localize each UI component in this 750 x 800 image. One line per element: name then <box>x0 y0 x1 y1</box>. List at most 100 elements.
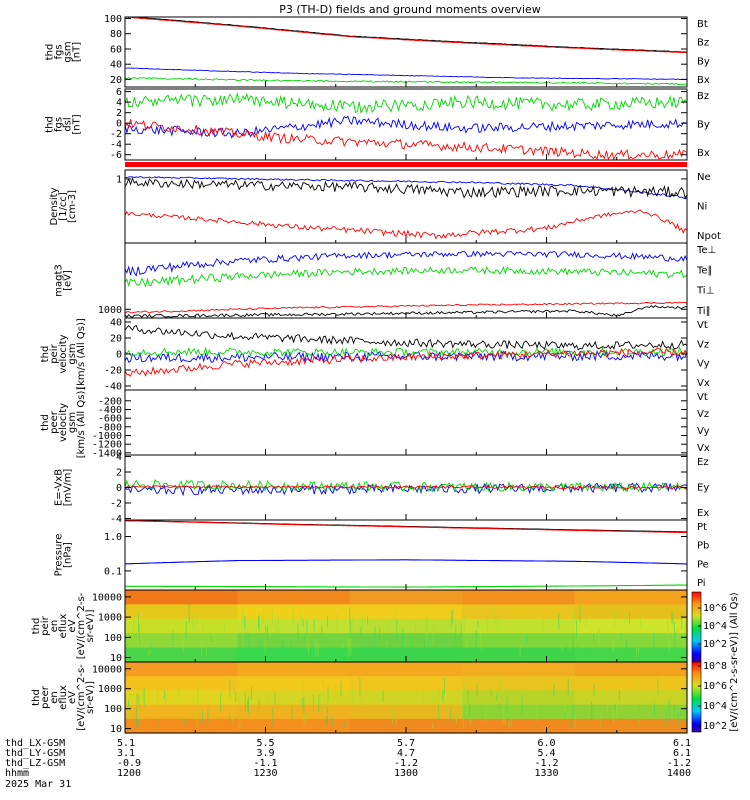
y-tick-label: 0 <box>116 483 122 494</box>
legend-pt: Pt <box>697 522 707 533</box>
heatmap-cell <box>125 718 238 734</box>
series-npot <box>124 176 688 200</box>
heatmap-cell <box>237 618 351 634</box>
data-gap-bar <box>125 162 687 167</box>
y-tick-label: 10000 <box>92 664 122 675</box>
y-tick-label: -40 <box>104 382 122 393</box>
series-te-perp-blue <box>124 250 688 277</box>
legend-te-: Te∥ <box>696 265 713 276</box>
y-axis-label: sr-eV)] <box>85 681 96 714</box>
panel-pressure: 1.0 0.1 Pressure[nPa] Pt Pb Pe Pi <box>54 519 709 591</box>
panel-frame <box>124 242 688 319</box>
legend-ex: Ex <box>697 508 709 519</box>
heatmap-cell <box>349 647 463 663</box>
series-ne <box>124 209 688 240</box>
y-axis-label: fgs <box>54 44 65 59</box>
y-tick-label: -4 <box>110 514 122 525</box>
series-by <box>124 92 688 114</box>
y-tick-label: 60 <box>110 45 122 56</box>
series-bx <box>124 115 688 139</box>
y-tick-label: 4 <box>116 98 122 109</box>
y-axis-label: E=-VxB <box>54 469 65 506</box>
legend-bz: Bz <box>697 91 709 102</box>
heatmap-cell <box>349 718 463 734</box>
panel-peer_velocity: -200-400-600-800-1000-1200-1400 thdpeerve… <box>40 387 710 460</box>
y-tick-label: 40 <box>110 60 122 71</box>
y-axis-label: peer <box>40 685 51 709</box>
y-axis-label: [eV] <box>63 270 74 291</box>
heatmap-cell <box>462 618 576 634</box>
colorbar-tick-label: 10^8 <box>703 661 727 672</box>
series-ex <box>124 482 688 497</box>
legend-pb: Pb <box>697 541 709 552</box>
colorbar-label: [eV/(cm^2-s-sr-eV)] (All Qs) <box>729 592 740 731</box>
legend-vy: Vy <box>697 359 710 370</box>
y-axis-label: sr-eV)] <box>85 609 96 642</box>
y-axis-label: eflux <box>58 685 69 710</box>
series-bx <box>124 67 688 81</box>
y-tick-label: -400 <box>98 405 122 416</box>
series-ni <box>124 177 688 199</box>
heatmap-cell <box>349 704 463 720</box>
colorbar-tick-label: 10^4 <box>703 701 727 712</box>
series-vt <box>124 324 688 351</box>
y-tick-label: 20 <box>110 334 122 345</box>
legend-vx: Vx <box>697 443 710 454</box>
ephemeris-value: 5.7 <box>397 738 415 749</box>
y-axis-label: fgs <box>54 117 65 132</box>
heatmap-cell <box>349 676 463 691</box>
ephemeris-value: -1.1 <box>253 758 277 769</box>
colorbar-tick-label: 10^2 <box>703 639 727 650</box>
panels: 10080604020thdfgsgsm[nT]BtBzByBx6420-2-4… <box>31 14 721 735</box>
ephemeris-value: 1400 <box>667 768 691 779</box>
y-tick-label: 2 <box>116 108 122 119</box>
series-bz <box>124 119 688 161</box>
legend-bx: Bx <box>697 75 710 86</box>
y-tick-label: 100 <box>104 633 122 644</box>
panel-frame <box>124 169 688 244</box>
y-tick-label: 10 <box>110 653 122 664</box>
heatmap-cell <box>125 590 238 605</box>
y-tick-label: 10 <box>110 724 122 735</box>
panel-density: 1 Density[1/cc][cm-3] Ne Ni Npot <box>49 169 721 244</box>
heatmap-cell <box>574 718 688 734</box>
colorbar-bottom <box>691 661 702 733</box>
legend-vt: Vt <box>697 392 708 403</box>
ephemeris-value: -0.9 <box>117 758 141 769</box>
y-tick-label: 4 <box>116 452 122 463</box>
y-tick-label: 100 <box>104 704 122 715</box>
heatmap-cell <box>237 718 351 734</box>
y-axis-label: [cm-3] <box>67 190 78 223</box>
heatmap-cell <box>237 590 351 605</box>
heatmap-cell <box>349 590 463 605</box>
heatmap-cell <box>349 690 463 706</box>
heatmap-cell <box>462 647 576 663</box>
date-label: 2025 Mar 31 <box>5 779 71 790</box>
y-axis-label: thd <box>45 44 56 61</box>
y-axis-label: [km/s (All Qs)] <box>76 318 87 390</box>
y-axis-label: Density <box>49 187 60 225</box>
series-ez <box>125 484 688 490</box>
panel-frame <box>124 389 688 456</box>
heatmap-cell <box>125 662 238 677</box>
colorbar-tick-label: 10^4 <box>703 621 727 632</box>
y-tick-label: -4 <box>110 140 122 151</box>
y-axis-label: [eV/(cm^2-s- <box>76 664 87 731</box>
heatmap-cell <box>349 604 463 620</box>
heatmap-cell <box>462 662 576 677</box>
heatmap-cell <box>349 618 463 634</box>
heatmap-cell <box>462 704 576 720</box>
series-bz <box>125 16 688 54</box>
y-axis-label: velocity <box>58 403 69 442</box>
y-tick-label: -20 <box>104 366 122 377</box>
series-ti-perp <box>124 301 688 314</box>
heatmap-cell <box>125 676 238 691</box>
y-axis-label: magt3 <box>54 264 65 297</box>
colorbar-tick-label: 10^2 <box>703 721 727 732</box>
y-tick-label: -6 <box>110 150 122 161</box>
y-axis-label: [mV/m] <box>63 469 74 507</box>
y-axis-label: eV <box>67 691 78 704</box>
